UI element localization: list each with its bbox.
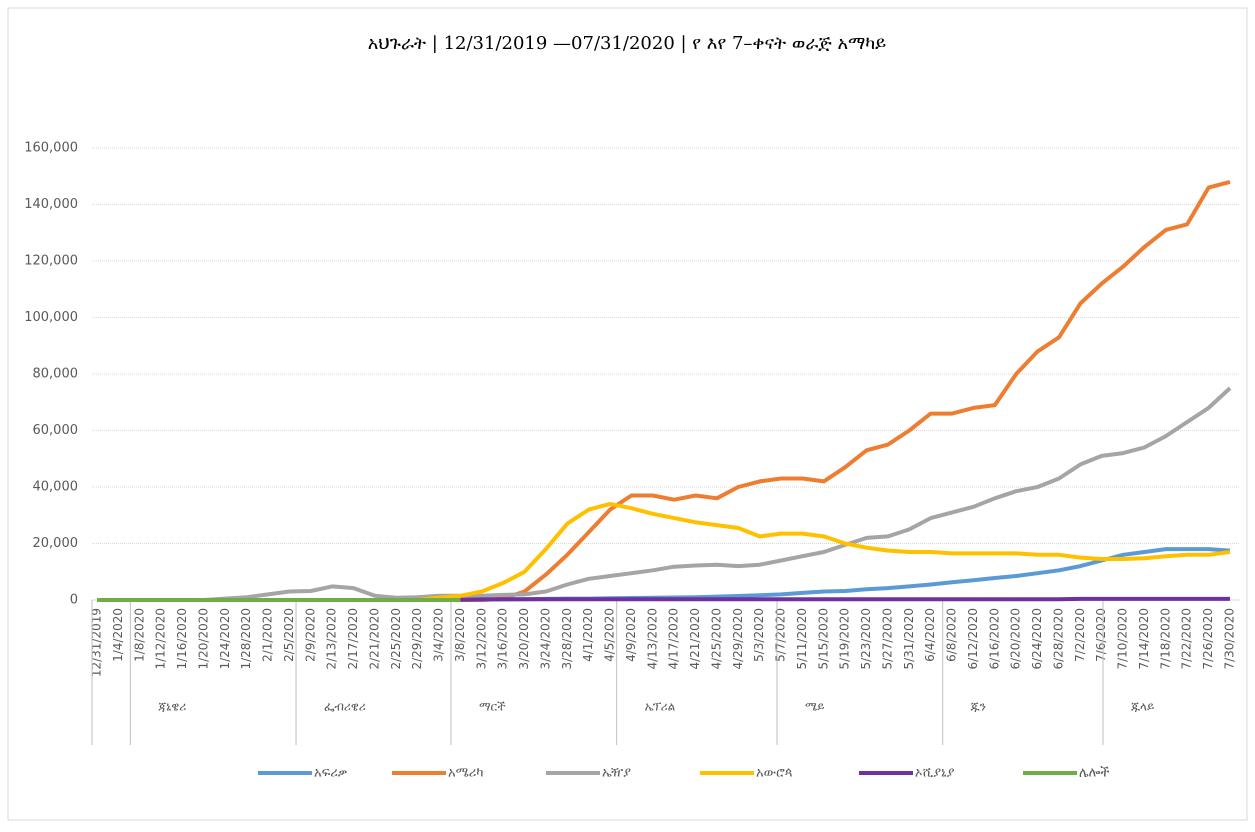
x-tick-label: 3/20/2020 xyxy=(517,608,531,670)
x-tick-label: 2/21/2020 xyxy=(367,608,381,670)
x-tick-label: 3/12/2020 xyxy=(474,608,488,670)
x-tick-label: 5/11/2020 xyxy=(795,608,809,670)
series-line xyxy=(97,386,1232,602)
x-tick-label: 4/5/2020 xyxy=(603,608,617,662)
x-tick-label: 3/8/2020 xyxy=(453,608,467,662)
chart-area xyxy=(7,7,1248,821)
x-tick-label: 2/9/2020 xyxy=(303,608,317,662)
x-tick-label: 7/2/2020 xyxy=(1073,608,1087,662)
y-tick-label: 0 xyxy=(70,593,78,608)
x-tick-label: 5/19/2020 xyxy=(838,608,852,670)
x-tick-label: 6/12/2020 xyxy=(966,608,980,670)
x-tick-label: 6/20/2020 xyxy=(1009,608,1023,670)
x-tick-label: 7/30/2020 xyxy=(1223,608,1237,670)
x-tick-label: 6/8/2020 xyxy=(945,608,959,662)
y-tick-label: 80,000 xyxy=(33,367,79,382)
x-tick-label: 5/23/2020 xyxy=(859,608,873,670)
legend-label: አውሮጳ xyxy=(756,766,793,781)
x-tick-label: 6/4/2020 xyxy=(923,608,937,662)
x-tick-label: 7/14/2020 xyxy=(1137,608,1151,670)
x-tick-label: 5/15/2020 xyxy=(816,608,830,670)
x-tick-label: 7/22/2020 xyxy=(1180,608,1194,670)
x-tick-label: 6/16/2020 xyxy=(987,608,1001,670)
month-label: ጁን xyxy=(971,700,986,714)
x-tick-label: 1/16/2020 xyxy=(175,608,189,670)
x-tick-label: 3/4/2020 xyxy=(432,608,446,662)
x-tick-label: 4/17/2020 xyxy=(667,608,681,670)
x-tick-label: 1/4/2020 xyxy=(111,608,125,662)
x-tick-label: 5/27/2020 xyxy=(880,608,894,670)
month-label: ሜይ xyxy=(805,700,825,714)
y-tick-label: 100,000 xyxy=(24,310,78,325)
y-tick-label: 120,000 xyxy=(24,254,78,269)
x-tick-label: 3/24/2020 xyxy=(538,608,552,670)
x-tick-label: 4/9/2020 xyxy=(624,608,638,662)
x-tick-label: 4/1/2020 xyxy=(581,608,595,662)
series-line xyxy=(460,596,1230,602)
x-tick-label: 3/16/2020 xyxy=(496,608,510,670)
x-tick-label: 5/31/2020 xyxy=(902,608,916,670)
x-tick-label: 2/17/2020 xyxy=(346,608,360,670)
legend-label: አፍሪቃ xyxy=(314,766,347,781)
x-tick-label: 2/13/2020 xyxy=(325,608,339,670)
x-tick-label: 1/20/2020 xyxy=(196,608,210,670)
x-tick-label: 1/8/2020 xyxy=(132,608,146,662)
month-label: ጃኒዌሪ xyxy=(158,700,186,714)
chart-title: አህጉራት | 12/31/2019 —07/31/2020 | የ እየ 7–… xyxy=(368,33,886,54)
x-tick-label: 7/18/2020 xyxy=(1158,608,1172,670)
x-tick-label: 4/13/2020 xyxy=(645,608,659,670)
x-tick-label: 1/12/2020 xyxy=(154,608,168,670)
x-tick-label: 6/28/2020 xyxy=(1051,608,1065,670)
x-tick-label: 5/3/2020 xyxy=(752,608,766,662)
y-tick-label: 60,000 xyxy=(33,423,79,438)
x-tick-label: 2/1/2020 xyxy=(261,608,275,662)
x-tick-label: 2/25/2020 xyxy=(389,608,403,670)
month-label: ኤፕሪል xyxy=(645,700,676,714)
y-tick-label: 40,000 xyxy=(33,480,79,495)
legend-label: ኤዥያ xyxy=(602,766,631,781)
x-tick-label: 2/29/2020 xyxy=(410,608,424,670)
x-tick-label: 2/5/2020 xyxy=(282,608,296,662)
legend-label: አሜሪካ xyxy=(448,766,483,781)
x-tick-label: 6/24/2020 xyxy=(1030,608,1044,670)
x-tick-label: 3/28/2020 xyxy=(560,608,574,670)
x-tick-label: 7/10/2020 xyxy=(1116,608,1130,670)
x-tick-label: 5/7/2020 xyxy=(774,608,788,662)
y-tick-label: 140,000 xyxy=(24,197,78,212)
y-tick-label: 20,000 xyxy=(33,536,79,551)
x-tick-label: 4/21/2020 xyxy=(688,608,702,670)
x-tick-label: 1/24/2020 xyxy=(218,608,232,670)
x-tick-label: 4/25/2020 xyxy=(709,608,723,670)
legend-label: ሌሎች xyxy=(1079,766,1110,781)
month-label: ማርች xyxy=(479,700,506,714)
x-tick-label: 12/31/2019 xyxy=(90,608,104,677)
month-label: ፌብሪዌሪ xyxy=(324,700,366,714)
x-tick-label: 7/26/2020 xyxy=(1201,608,1215,670)
x-tick-label: 1/28/2020 xyxy=(239,608,253,670)
x-tick-label: 4/29/2020 xyxy=(731,608,745,670)
month-label: ጁላይ xyxy=(1131,700,1154,714)
legend-label: ኦሺያኒያ xyxy=(915,766,955,781)
x-tick-label: 7/6/2020 xyxy=(1094,608,1108,662)
y-tick-label: 160,000 xyxy=(24,141,78,156)
